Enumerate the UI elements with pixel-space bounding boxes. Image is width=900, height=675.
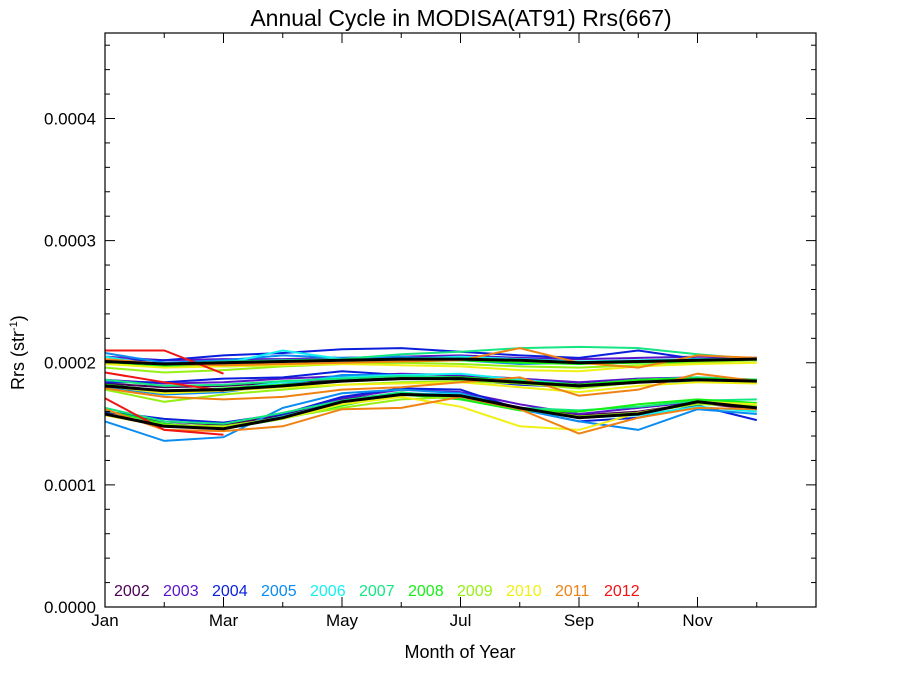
legend-entry-2006: 2006: [310, 583, 346, 600]
x-tick-label: Jan: [91, 611, 118, 630]
y-tick-label: 0.0002: [44, 354, 96, 373]
x-tick-label: May: [326, 611, 359, 630]
climatology-line-0: [104, 377, 757, 393]
legend-entry-2008: 2008: [408, 583, 444, 600]
y-tick-label: 0.0004: [44, 109, 96, 128]
legend-entry-2005: 2005: [261, 583, 297, 600]
legend-entry-2012: 2012: [604, 583, 640, 600]
series-line-2012-0: [104, 371, 224, 392]
ticks-layer: 0.0000 0.0001 0.0002 0.0003 0.0004 Jan Mar May J…: [44, 33, 816, 630]
y-tick-label: 0.0000: [44, 598, 96, 617]
legend-entry-2002: 2002: [114, 583, 150, 600]
climatology-line-2: [104, 392, 757, 431]
series-line-2003-1: [104, 354, 757, 362]
legend-entry-2003: 2003: [163, 583, 199, 600]
series-line-2012-2: [104, 397, 224, 436]
series-2011: [104, 347, 757, 435]
y-axis-label: Rrs (str-1): [8, 315, 28, 390]
series-line-2011-0: [104, 372, 757, 401]
x-tick-label: Nov: [682, 611, 713, 630]
legend-entry-2004: 2004: [212, 583, 248, 600]
y-axis-label-sup: -1: [8, 321, 20, 331]
x-tick-label: Sep: [564, 611, 594, 630]
legend-entry-2009: 2009: [457, 583, 493, 600]
y-tick-label: 0.0003: [44, 232, 96, 251]
x-tick-label: Mar: [209, 611, 239, 630]
x-tick-label: Jul: [450, 611, 472, 630]
series-line-2004-1: [105, 347, 757, 362]
series-line-2011-1: [104, 347, 757, 369]
legend-entry-2011: 2011: [555, 583, 590, 600]
climatology-layer: [104, 357, 757, 431]
series-line-2012-1: [105, 349, 224, 375]
legend-entry-2010: 2010: [506, 583, 542, 600]
series-2012: [104, 349, 224, 436]
chart-title: Annual Cycle in MODISA(AT91) Rrs(667): [250, 5, 671, 31]
series-line-2011-2: [104, 395, 757, 435]
legend-entry-2007: 2007: [359, 583, 395, 600]
y-axis-label-main: Rrs (str: [8, 331, 28, 390]
y-axis-label-close: ): [8, 315, 28, 321]
legend: 2002 2003 2004 2005 2006 2007 2008 2009 2010 2011…: [114, 583, 640, 600]
climatology-line-1: [104, 357, 757, 366]
x-axis-label: Month of Year: [404, 642, 515, 662]
y-tick-label: 0.0001: [44, 476, 96, 495]
series-line-2005-2: [104, 388, 757, 442]
